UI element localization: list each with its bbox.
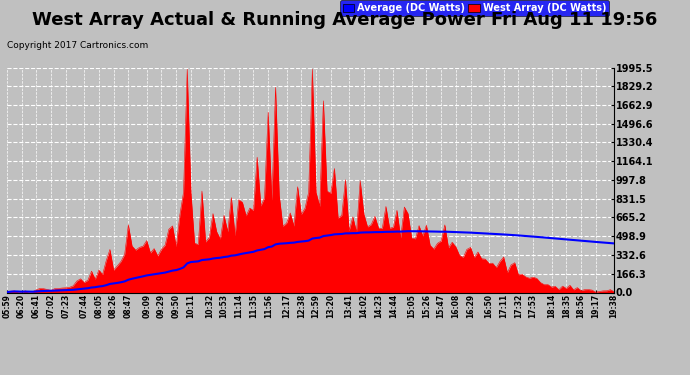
Text: Copyright 2017 Cartronics.com: Copyright 2017 Cartronics.com bbox=[7, 41, 148, 50]
Text: West Array Actual & Running Average Power Fri Aug 11 19:56: West Array Actual & Running Average Powe… bbox=[32, 11, 658, 29]
Legend: Average (DC Watts), West Array (DC Watts): Average (DC Watts), West Array (DC Watts… bbox=[339, 0, 609, 16]
